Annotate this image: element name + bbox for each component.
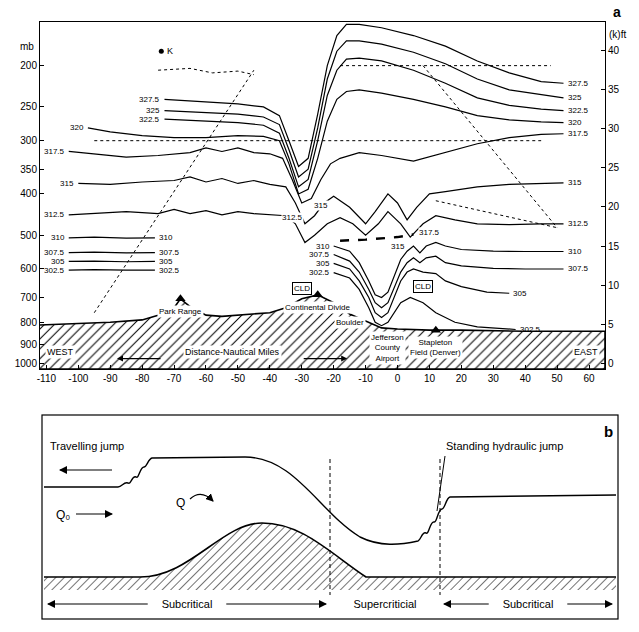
- svg-text:500: 500: [20, 230, 37, 241]
- svg-text:315: 315: [568, 178, 582, 187]
- svg-text:320: 320: [70, 123, 84, 132]
- svg-text:317.5: 317.5: [568, 129, 589, 138]
- svg-text:Distance-Nautical Miles: Distance-Nautical Miles: [185, 347, 280, 357]
- svg-text:50: 50: [552, 373, 564, 384]
- svg-text:40: 40: [608, 45, 620, 56]
- svg-text:315: 315: [314, 201, 328, 210]
- svg-text:312.5: 312.5: [568, 219, 589, 228]
- svg-text:WEST: WEST: [47, 347, 74, 357]
- svg-text:0: 0: [395, 373, 401, 384]
- svg-text:-60: -60: [199, 373, 214, 384]
- svg-text:Continental Divide: Continental Divide: [285, 303, 350, 312]
- svg-text:0: 0: [608, 358, 614, 369]
- svg-text:325: 325: [146, 106, 160, 115]
- svg-text:-20: -20: [326, 373, 341, 384]
- svg-text:-110: -110: [37, 373, 57, 384]
- svg-text:-80: -80: [135, 373, 150, 384]
- svg-text:-10: -10: [358, 373, 373, 384]
- svg-text:600: 600: [20, 263, 37, 274]
- svg-text:Q: Q: [176, 496, 185, 510]
- svg-text:Subcritical: Subcritical: [503, 598, 554, 610]
- svg-text:-70: -70: [167, 373, 182, 384]
- svg-text:322.5: 322.5: [139, 115, 160, 124]
- svg-text:312.5: 312.5: [44, 210, 65, 219]
- svg-text:350: 350: [20, 164, 37, 175]
- svg-text:307.5: 307.5: [44, 248, 65, 257]
- svg-text:35: 35: [608, 84, 620, 95]
- svg-text:312.5: 312.5: [282, 213, 303, 222]
- svg-text:400: 400: [20, 188, 37, 199]
- svg-text:307.5: 307.5: [568, 264, 589, 273]
- svg-text:302.5: 302.5: [520, 325, 541, 334]
- svg-text:327.5: 327.5: [568, 79, 589, 88]
- svg-text:310: 310: [316, 242, 330, 251]
- svg-text:310: 310: [568, 247, 582, 256]
- svg-text:10: 10: [608, 280, 620, 291]
- svg-text:5: 5: [608, 319, 614, 330]
- svg-text:Q₀: Q₀: [56, 508, 70, 522]
- svg-text:310: 310: [51, 233, 65, 242]
- svg-text:305: 305: [513, 289, 527, 298]
- svg-text:317.5: 317.5: [44, 147, 65, 156]
- svg-text:700: 700: [20, 292, 37, 303]
- svg-text:305: 305: [51, 257, 65, 266]
- svg-text:325: 325: [568, 93, 582, 102]
- svg-text:10: 10: [424, 373, 436, 384]
- svg-text:a: a: [613, 4, 621, 20]
- svg-text:800: 800: [20, 317, 37, 328]
- svg-text:40: 40: [520, 373, 532, 384]
- svg-text:302.5: 302.5: [44, 266, 65, 275]
- svg-text:b: b: [604, 423, 613, 440]
- svg-text:(k)ft: (k)ft: [609, 29, 626, 40]
- svg-text:StapletonField (Denver): StapletonField (Denver): [410, 338, 461, 357]
- svg-text:Subcritical: Subcritical: [162, 598, 213, 610]
- svg-text:20: 20: [456, 373, 468, 384]
- svg-text:CLD: CLD: [415, 282, 431, 291]
- svg-text:305: 305: [316, 259, 330, 268]
- svg-text:300: 300: [20, 135, 37, 146]
- svg-text:-90: -90: [103, 373, 118, 384]
- svg-text:-30: -30: [295, 373, 310, 384]
- svg-text:327.5: 327.5: [139, 95, 160, 104]
- svg-text:Travelling jump: Travelling jump: [50, 440, 124, 452]
- svg-text:-40: -40: [263, 373, 278, 384]
- svg-text:Boulder: Boulder: [336, 318, 364, 327]
- svg-text:60: 60: [583, 373, 595, 384]
- svg-text:317.5: 317.5: [419, 228, 440, 237]
- svg-text:307.5: 307.5: [159, 248, 180, 257]
- svg-text:315: 315: [391, 242, 405, 251]
- svg-text:-100: -100: [68, 373, 88, 384]
- svg-text:200: 200: [20, 60, 37, 71]
- svg-text:-50: -50: [231, 373, 246, 384]
- svg-text:302.5: 302.5: [159, 266, 180, 275]
- svg-text:15: 15: [608, 241, 620, 252]
- svg-text:320: 320: [568, 118, 582, 127]
- svg-text:JeffersonCountyAirport: JeffersonCountyAirport: [371, 333, 404, 363]
- svg-text:30: 30: [488, 373, 500, 384]
- svg-text:302.5: 302.5: [309, 268, 330, 277]
- svg-text:Park Range: Park Range: [159, 307, 202, 316]
- svg-text:250: 250: [20, 101, 37, 112]
- svg-text:315: 315: [60, 179, 74, 188]
- svg-text:30: 30: [608, 123, 620, 134]
- svg-text:305: 305: [159, 257, 173, 266]
- svg-text:K: K: [167, 46, 173, 56]
- svg-text:20: 20: [608, 201, 620, 212]
- svg-text:322.5: 322.5: [568, 106, 589, 115]
- svg-text:307.5: 307.5: [309, 250, 330, 259]
- svg-text:900: 900: [20, 339, 37, 350]
- svg-text:1000: 1000: [15, 358, 38, 369]
- svg-text:25: 25: [608, 162, 620, 173]
- svg-text:Supercriticial: Supercriticial: [354, 598, 417, 610]
- svg-text:EAST: EAST: [574, 347, 598, 357]
- svg-text:CLD: CLD: [294, 284, 310, 293]
- svg-text:310: 310: [159, 233, 173, 242]
- svg-text:Standing hydraulic jump: Standing hydraulic jump: [446, 440, 563, 452]
- svg-text:mb: mb: [20, 41, 34, 52]
